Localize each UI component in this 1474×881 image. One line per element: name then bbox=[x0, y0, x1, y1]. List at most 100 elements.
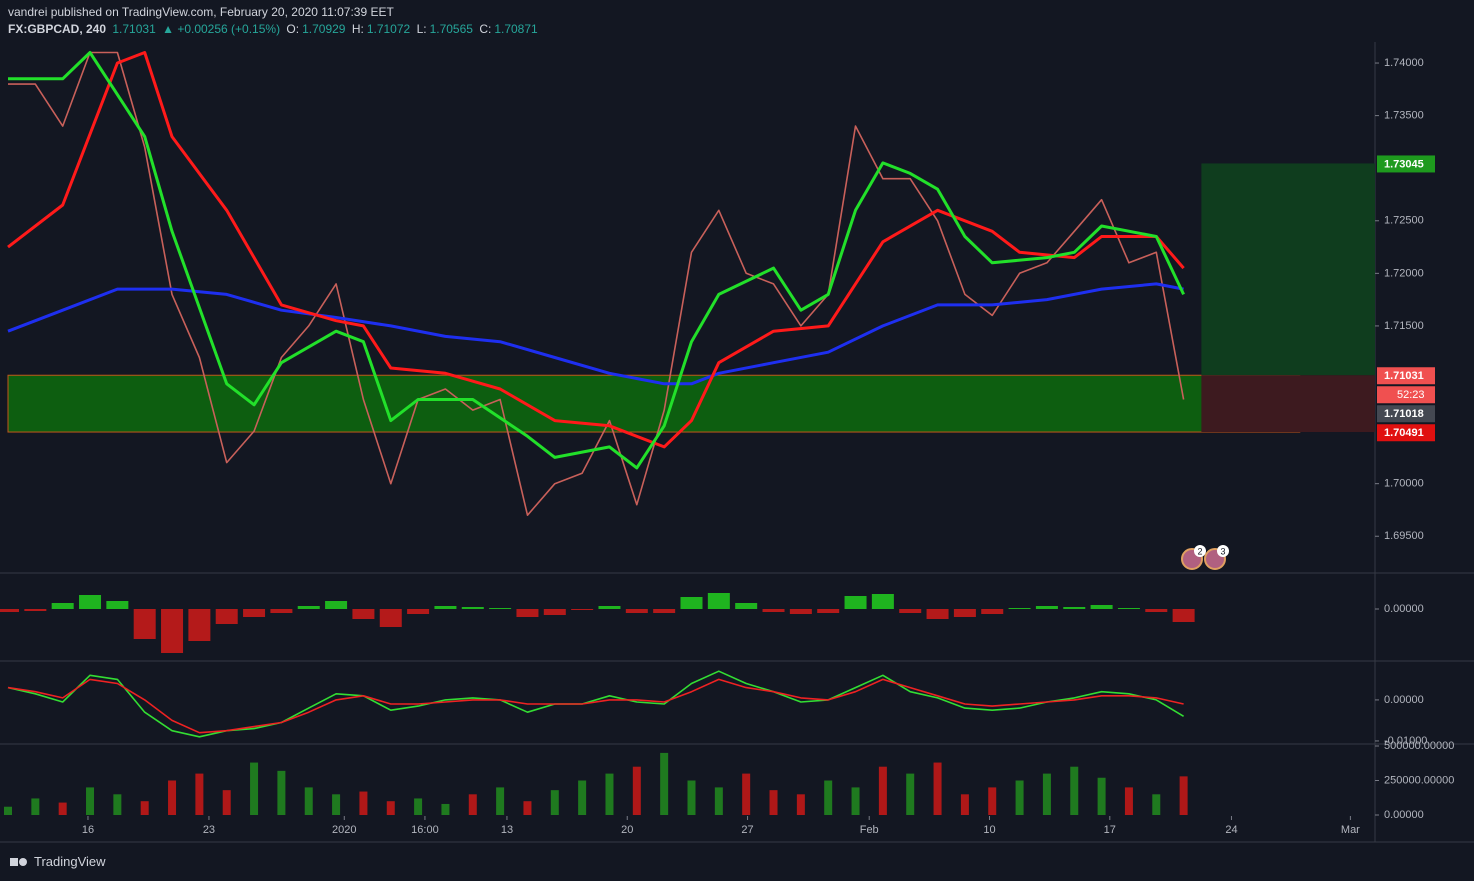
zone bbox=[1201, 375, 1375, 433]
y-tick-label: 1.72500 bbox=[1384, 215, 1424, 227]
bar bbox=[851, 787, 860, 815]
ohlc-value: 1.70929 bbox=[302, 22, 346, 36]
bar bbox=[1172, 609, 1195, 622]
header: vandrei published on TradingView.com, Fe… bbox=[8, 4, 541, 38]
x-tick-label: 20 bbox=[621, 824, 633, 836]
ohlc-label: H: bbox=[351, 22, 364, 36]
bar bbox=[789, 609, 812, 614]
bar bbox=[796, 794, 805, 815]
x-tick-label: 2020 bbox=[332, 824, 356, 836]
x-tick-label: Mar bbox=[1341, 824, 1360, 836]
bar bbox=[250, 762, 259, 815]
bar bbox=[86, 787, 95, 815]
bar bbox=[571, 609, 594, 610]
bar bbox=[988, 787, 997, 815]
x-tick-label: 10 bbox=[983, 824, 995, 836]
series-line bbox=[7, 678, 1184, 734]
bar bbox=[51, 603, 74, 609]
bar bbox=[222, 790, 231, 815]
bar bbox=[31, 798, 40, 815]
bar bbox=[352, 609, 375, 619]
bar bbox=[1179, 776, 1188, 815]
bar bbox=[332, 794, 341, 815]
bar bbox=[960, 794, 969, 815]
bar bbox=[1145, 609, 1168, 612]
y-tick-label: 0.00000 bbox=[1384, 694, 1424, 706]
bar bbox=[58, 802, 67, 815]
y-tick-label: 0.00000 bbox=[1384, 603, 1424, 615]
price-label: 1.73045 bbox=[1384, 158, 1424, 170]
bar bbox=[325, 601, 348, 609]
bar bbox=[1090, 605, 1113, 609]
ohlc-value: 1.70565 bbox=[429, 22, 473, 36]
bar bbox=[762, 609, 785, 612]
ohlc-label: C: bbox=[479, 22, 492, 36]
bar bbox=[133, 609, 156, 639]
bar bbox=[79, 595, 102, 609]
y-tick-label: 1.69500 bbox=[1384, 530, 1424, 542]
y-tick-label: 1.72000 bbox=[1384, 267, 1424, 279]
x-tick-label: 27 bbox=[741, 824, 753, 836]
bar bbox=[1152, 794, 1161, 815]
bar bbox=[188, 609, 211, 641]
bar bbox=[243, 609, 266, 617]
price-label-bg bbox=[1377, 424, 1435, 442]
x-tick-label: 23 bbox=[203, 824, 215, 836]
y-tick-label: 250000.00000 bbox=[1384, 774, 1454, 786]
bar bbox=[844, 596, 867, 609]
countdown: 52:23 bbox=[1397, 389, 1425, 401]
ohlc-label: O: bbox=[286, 22, 300, 36]
x-tick-label: 13 bbox=[501, 824, 513, 836]
x-tick-label: 24 bbox=[1225, 824, 1237, 836]
bar bbox=[714, 787, 723, 815]
bar bbox=[359, 791, 368, 815]
series-line bbox=[7, 670, 1185, 738]
symbol-row: FX:GBPCAD, 240 1.71031 ▲ +0.00256 (+0.15… bbox=[8, 21, 541, 38]
bar bbox=[489, 608, 512, 609]
bar bbox=[523, 801, 532, 815]
bar bbox=[742, 773, 751, 815]
series-line bbox=[8, 51, 1185, 516]
bar bbox=[543, 609, 566, 615]
bar bbox=[113, 794, 122, 815]
event-badge bbox=[1194, 545, 1206, 557]
bar bbox=[1015, 780, 1024, 815]
change: ▲ +0.00256 (+0.15%) bbox=[162, 22, 281, 36]
y-tick-label: 1.73500 bbox=[1384, 110, 1424, 122]
publisher: vandrei published on TradingView.com, Fe… bbox=[8, 5, 394, 19]
bar bbox=[215, 609, 238, 624]
bar bbox=[687, 780, 696, 815]
bar bbox=[824, 780, 833, 815]
bar bbox=[625, 609, 648, 613]
logo bbox=[10, 858, 27, 866]
last-price: 1.71031 bbox=[112, 22, 156, 36]
bar bbox=[106, 601, 129, 609]
bar bbox=[195, 773, 204, 815]
bar bbox=[1117, 608, 1140, 609]
y-tick-label: 1.70000 bbox=[1384, 478, 1424, 490]
bar bbox=[441, 803, 450, 815]
bar bbox=[407, 609, 430, 614]
bar bbox=[461, 607, 484, 609]
bar bbox=[270, 609, 293, 613]
bar bbox=[414, 798, 423, 815]
price-label: 1.70491 bbox=[1384, 427, 1424, 439]
footer-brand[interactable]: TradingView bbox=[34, 854, 106, 869]
bar bbox=[516, 609, 539, 617]
series-line bbox=[7, 51, 1185, 449]
bar bbox=[906, 773, 915, 815]
bar bbox=[735, 603, 758, 609]
bar bbox=[304, 787, 313, 815]
bar bbox=[632, 766, 641, 815]
bar bbox=[578, 780, 587, 815]
price-label-bg bbox=[1377, 405, 1435, 423]
bar bbox=[981, 609, 1004, 614]
bar bbox=[1070, 766, 1079, 815]
countdown-bg bbox=[1377, 386, 1435, 404]
event-badge bbox=[1217, 545, 1229, 557]
price-label: 1.71031 bbox=[1384, 370, 1424, 382]
bar bbox=[496, 787, 505, 815]
y-tick-label: 0.00000 bbox=[1384, 809, 1424, 821]
